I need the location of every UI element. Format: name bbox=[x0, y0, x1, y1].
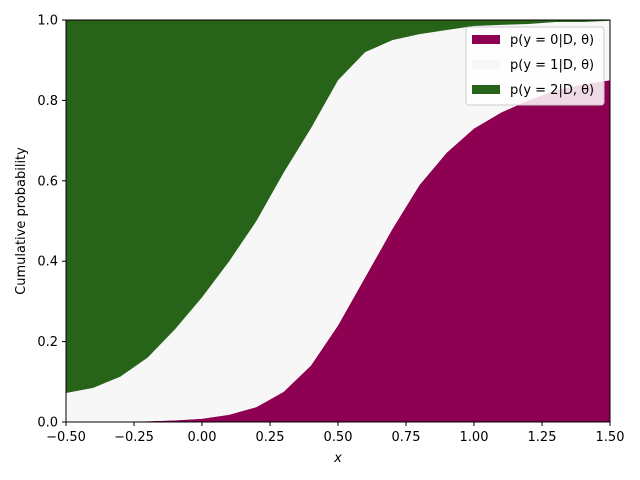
legend-swatch-2 bbox=[472, 85, 500, 94]
legend-box bbox=[465, 26, 605, 106]
stacked-areas bbox=[66, 20, 610, 423]
legend-label-1: p(y = 1|D, θ) bbox=[510, 58, 594, 73]
legend-swatch-0 bbox=[472, 35, 500, 44]
legend: p(y = 0|D, θ) p(y = 1|D, θ) p(y = 2|D, θ) bbox=[465, 26, 605, 106]
legend-label-0: p(y = 0|D, θ) bbox=[510, 33, 594, 48]
x-tick-label: 0.00 bbox=[188, 430, 217, 445]
x-tick-label: 0.50 bbox=[324, 430, 353, 445]
y-tick-label: 0.4 bbox=[37, 255, 58, 270]
x-tick-label: 0.25 bbox=[256, 430, 285, 445]
x-axis-label: x bbox=[333, 451, 342, 466]
area-series-1 bbox=[66, 20, 610, 422]
x-tick-label: −0.50 bbox=[46, 430, 86, 445]
y-axis-ticks: 0.0 0.2 0.4 0.6 0.8 1.0 bbox=[37, 14, 66, 431]
x-tick-label: −0.25 bbox=[114, 430, 154, 445]
y-axis-label: Cumulative probability bbox=[14, 147, 29, 295]
x-axis-ticks: −0.50 −0.25 0.00 0.25 0.50 0.75 1.00 1.25 1.50 bbox=[46, 422, 624, 445]
y-tick-label: 0.2 bbox=[37, 335, 58, 350]
legend-swatch-1 bbox=[472, 60, 500, 69]
y-tick-label: 0.0 bbox=[37, 416, 58, 431]
x-tick-label: 1.00 bbox=[460, 430, 489, 445]
legend-label-2: p(y = 2|D, θ) bbox=[510, 83, 594, 98]
y-tick-label: 0.8 bbox=[37, 94, 58, 109]
x-tick-label: 0.75 bbox=[392, 430, 421, 445]
x-tick-label: 1.25 bbox=[528, 430, 557, 445]
area-series-0 bbox=[66, 80, 610, 423]
y-tick-label: 0.6 bbox=[37, 174, 58, 189]
x-tick-label: 1.50 bbox=[596, 430, 625, 445]
area-series-2 bbox=[66, 20, 610, 394]
y-tick-label: 1.0 bbox=[37, 14, 58, 29]
